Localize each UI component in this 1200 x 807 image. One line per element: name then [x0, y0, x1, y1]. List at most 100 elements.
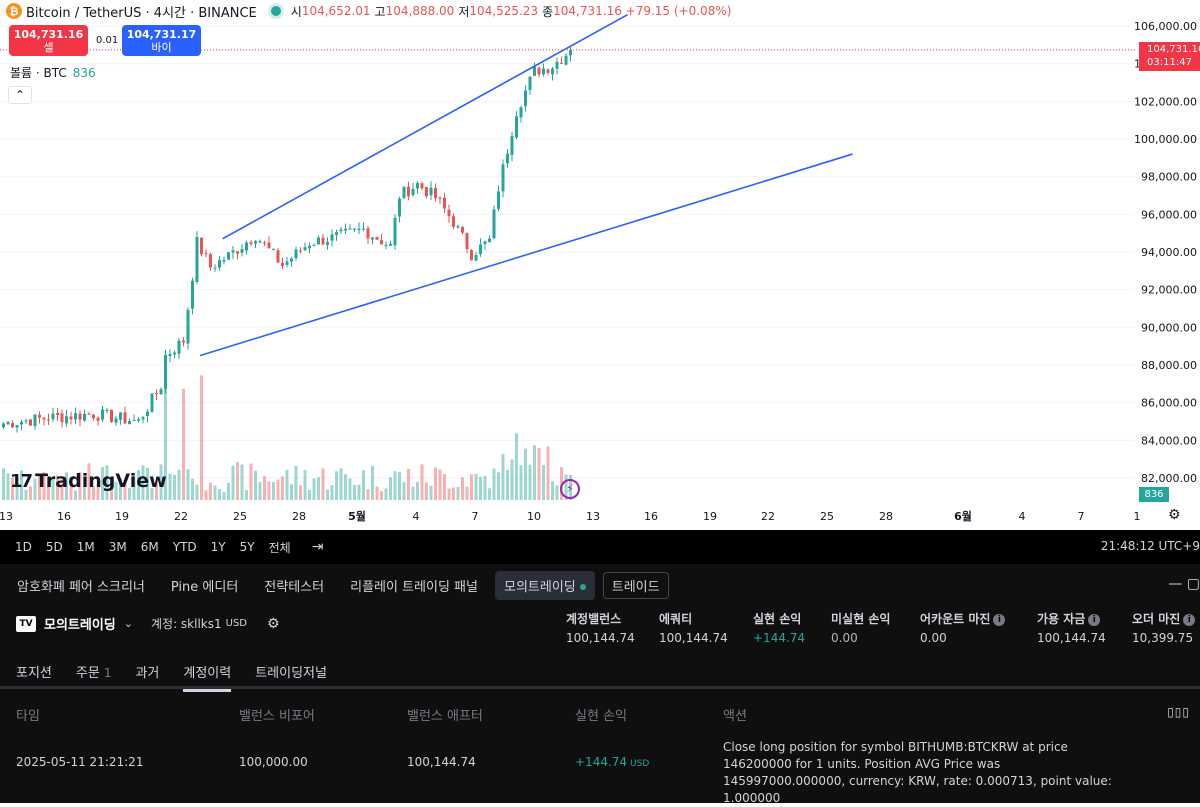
lightning-icon[interactable]: ⚡	[560, 479, 580, 499]
range-ytd[interactable]: YTD	[172, 540, 197, 554]
subtab-orders[interactable]: 주문 1	[76, 662, 112, 692]
x-tick-label: 6월	[954, 509, 972, 523]
range-1d[interactable]: 1D	[15, 540, 32, 554]
col-header-balance-after[interactable]: 밸런스 애프터	[407, 709, 483, 724]
volume-bar	[164, 381, 167, 500]
column-settings-icon[interactable]: ▯▯▯	[1167, 705, 1190, 719]
volume-bar	[267, 481, 271, 500]
volume-bar	[114, 482, 118, 500]
account-selector[interactable]: TV 모의트레이딩 ⌄ 계정: skllks1 USD ⚙	[16, 614, 280, 633]
candle-body	[51, 413, 55, 420]
volume-bar	[299, 485, 302, 500]
volume-bar	[222, 491, 226, 500]
candle-body	[407, 186, 410, 197]
candle-body	[272, 249, 275, 251]
candle-body	[384, 244, 388, 246]
tab-strategy-tester[interactable]: 전략테스터	[264, 579, 325, 595]
y-tick-label: 92,000.00	[1141, 284, 1197, 297]
metric-value: 10,399.75	[1132, 631, 1194, 645]
metric-3: 미실현 손익 0.00	[831, 610, 890, 645]
range-1m[interactable]: 1M	[76, 540, 95, 554]
candle-body	[366, 228, 370, 239]
range-3m[interactable]: 3M	[108, 540, 127, 554]
volume-bar	[150, 487, 154, 500]
subtab-history[interactable]: 과거	[135, 662, 159, 692]
clock[interactable]: 21:48:12 UTC+9	[1100, 539, 1200, 553]
ohlc-low-label: 저	[458, 4, 470, 19]
symbol-title[interactable]: Bitcoin / TetherUS · 4시간 · BINANCE	[26, 5, 257, 21]
candle-body	[299, 250, 302, 252]
subtab-positions[interactable]: 포지션	[16, 662, 52, 692]
subtab-trading-journal[interactable]: 트레이딩저널	[255, 662, 327, 692]
info-icon[interactable]: i	[1088, 613, 1101, 626]
volume-bar	[56, 475, 59, 500]
orders-count: 1	[103, 666, 112, 680]
info-icon[interactable]: i	[1183, 613, 1196, 626]
candle-body	[479, 244, 482, 255]
candle-body	[488, 238, 491, 243]
chevron-down-icon[interactable]: ⌄	[123, 617, 133, 630]
volume-indicator-label[interactable]: 볼륨 · BTC 836	[10, 64, 96, 81]
volume-bar	[182, 388, 185, 500]
range-1y[interactable]: 1Y	[210, 540, 226, 554]
volume-bar	[96, 482, 100, 500]
account-subtabs: 포지션 주문 1 과거 계정이력 트레이딩저널	[16, 662, 351, 692]
volume-bar	[407, 468, 410, 500]
volume-bar	[213, 485, 217, 500]
candle-body	[164, 354, 167, 389]
volume-bar	[492, 468, 496, 500]
candle-body	[344, 228, 347, 231]
collapse-legend-button[interactable]: ⌃	[8, 86, 32, 104]
info-icon[interactable]: i	[993, 613, 1006, 626]
sell-button[interactable]: 104,731.16 셀	[9, 25, 88, 56]
candle-body	[537, 67, 541, 75]
symbol-header: ₿ Bitcoin / TetherUS · 4시간 · BINANCE 시 10…	[6, 2, 735, 21]
volume-bar	[555, 485, 559, 500]
account-settings-icon[interactable]: ⚙	[267, 615, 280, 632]
goto-date-icon[interactable]: ⇥	[311, 539, 324, 555]
tab-crypto-screener[interactable]: 암호화폐 페어 스크리너	[17, 579, 145, 595]
chart-area[interactable]: 106,000.00104,000.00102,000.00100,000.00…	[0, 0, 1200, 530]
range-5d[interactable]: 5D	[45, 540, 63, 554]
metric-label: 오더 마진 i	[1132, 610, 1196, 627]
tab-pine-editor[interactable]: Pine 에디터	[170, 579, 239, 595]
range-all[interactable]: 전체	[268, 540, 291, 555]
tab-trade[interactable]: 트레이드	[602, 571, 669, 599]
candle-body	[492, 209, 496, 239]
candle-body	[47, 419, 50, 421]
gear-icon[interactable]: ⚙	[1168, 507, 1181, 523]
volume-bar	[542, 465, 545, 500]
candle-body	[290, 258, 293, 262]
col-header-balance-before[interactable]: 밸런스 비포어	[239, 709, 315, 724]
buy-button[interactable]: 104,731.17 바이	[122, 25, 201, 56]
tab-paper-trading[interactable]: 모의트레이딩	[494, 570, 595, 600]
volume-bar	[105, 465, 109, 500]
tab-replay-panel[interactable]: 리플레이 트레이딩 패널	[350, 579, 478, 595]
candle-body	[362, 228, 365, 230]
candle-body	[506, 153, 509, 164]
volume-bar	[78, 472, 82, 500]
candle-body	[519, 107, 523, 118]
candle-body	[213, 267, 217, 269]
candle-body	[474, 255, 478, 261]
volume-bar	[128, 488, 131, 500]
price-chart[interactable]: 106,000.00104,000.00102,000.00100,000.00…	[0, 0, 1200, 530]
y-tick-label: 100,000.00	[1134, 133, 1197, 146]
subtab-account-history[interactable]: 계정이력	[183, 662, 232, 692]
col-header-action[interactable]: 액션	[723, 709, 747, 724]
volume-bar	[38, 476, 41, 500]
range-5y[interactable]: 5Y	[239, 540, 255, 554]
col-header-realized-pnl[interactable]: 실현 손익	[575, 709, 627, 724]
ohlc-open-value: 104,652.01	[301, 4, 371, 18]
volume-bar	[195, 484, 199, 500]
volume-bar	[357, 484, 361, 500]
candle-body	[560, 62, 563, 64]
tradingview-logo-icon: 17	[10, 470, 33, 492]
x-tick-label: 4	[1019, 510, 1026, 523]
account-id[interactable]: 계정: skllks1	[150, 617, 222, 631]
range-6m[interactable]: 6M	[140, 540, 159, 554]
candle-body	[38, 414, 41, 418]
col-header-time[interactable]: 타임	[16, 709, 40, 724]
window-controls[interactable]: — ▢	[1168, 576, 1200, 592]
volume-bar	[308, 489, 311, 500]
